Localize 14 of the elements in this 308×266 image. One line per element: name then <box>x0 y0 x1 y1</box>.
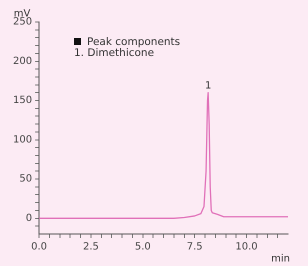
y-tick-label: 150 <box>12 95 32 106</box>
x-tick-label: 2.5 <box>82 242 99 253</box>
x-tick-label: 5.0 <box>134 242 151 253</box>
annotation: 1. Dimethicone <box>74 47 154 59</box>
x-tick-label: 10.0 <box>235 242 258 253</box>
y-tick-label: 100 <box>12 134 32 146</box>
annotation: 1 <box>204 80 212 92</box>
x-tick-label: 0.0 <box>31 242 48 253</box>
y-tick-label: 0 <box>26 212 32 224</box>
x-tick-label: 7.5 <box>186 242 203 253</box>
y-tick-label: 200 <box>12 56 32 67</box>
annotation: Peak components <box>86 36 180 48</box>
x-axis-title: min <box>271 254 290 265</box>
y-tick-label: 50 <box>19 174 32 185</box>
